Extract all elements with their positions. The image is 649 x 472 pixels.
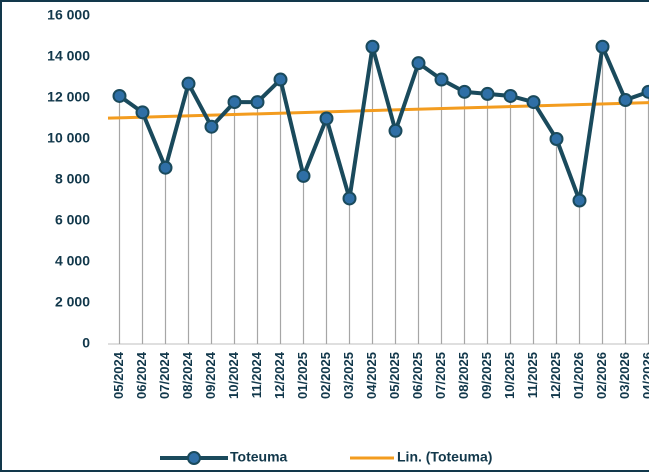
x-tick-label: 02/2026: [594, 352, 609, 399]
x-tick-label: 06/2024: [134, 351, 149, 399]
x-tick-label: 01/2026: [571, 352, 586, 399]
marker: [526, 95, 541, 110]
y-tick-label: 6 000: [55, 212, 90, 228]
x-tick-label: 04/2025: [364, 352, 379, 399]
marker: [388, 123, 403, 138]
marker: [342, 191, 357, 206]
trendline: [107, 101, 649, 120]
y-tick-label: 8 000: [55, 171, 90, 187]
x-tick-label: 12/2024: [272, 351, 287, 399]
legend-label: Lin. (Toteuma): [397, 449, 492, 465]
marker: [549, 132, 564, 146]
marker: [135, 105, 150, 120]
marker: [641, 84, 649, 99]
y-tick-label: 10 000: [47, 130, 90, 146]
marker: [158, 160, 173, 175]
x-tick-label: 03/2026: [617, 352, 632, 399]
x-tick-label: 06/2025: [410, 352, 425, 399]
x-tick-label: 03/2025: [341, 352, 356, 399]
marker: [618, 93, 633, 108]
x-tick-label: 08/2025: [456, 352, 471, 399]
marker: [112, 88, 127, 103]
y-tick-label: 14 000: [47, 48, 90, 64]
x-tick-label: 04/2026: [640, 352, 649, 399]
marker: [204, 119, 219, 134]
marker: [181, 76, 196, 91]
x-tick-label: 11/2025: [525, 352, 540, 398]
marker: [503, 88, 518, 103]
y-tick-label: 12 000: [47, 89, 90, 105]
x-tick-label: 12/2025: [548, 352, 563, 399]
y-tick-label: 0: [82, 335, 90, 351]
y-tick-label: 4 000: [55, 253, 90, 269]
x-tick-label: 09/2024: [203, 351, 218, 399]
marker: [572, 193, 587, 208]
marker: [595, 39, 610, 54]
x-tick-label: 08/2024: [180, 351, 195, 399]
x-tick-label: 05/2024: [111, 351, 126, 399]
marker: [480, 86, 495, 101]
x-tick-label: 07/2024: [157, 351, 172, 399]
marker: [411, 56, 426, 71]
marker: [434, 72, 449, 87]
x-tick-label: 02/2025: [318, 352, 333, 399]
x-tick-label: 10/2024: [226, 351, 241, 399]
y-tick-label: 2 000: [55, 294, 90, 310]
legend-marker: [187, 451, 201, 465]
marker: [250, 95, 265, 110]
marker: [273, 72, 288, 87]
x-tick-label: 05/2025: [387, 352, 402, 399]
marker: [319, 111, 334, 126]
marker: [457, 84, 472, 99]
x-tick-label: 07/2025: [433, 352, 448, 399]
marker: [365, 39, 380, 54]
line: [118, 44, 649, 203]
marker: [296, 168, 311, 183]
legend-label: Toteuma: [230, 449, 288, 465]
x-tick-label: 01/2025: [295, 352, 310, 399]
x-tick-label: 09/2025: [479, 352, 494, 399]
x-tick-label: 11/2024: [249, 351, 264, 398]
y-tick-label: 16 000: [47, 7, 90, 23]
marker: [227, 95, 242, 110]
x-tick-label: 10/2025: [502, 352, 517, 399]
